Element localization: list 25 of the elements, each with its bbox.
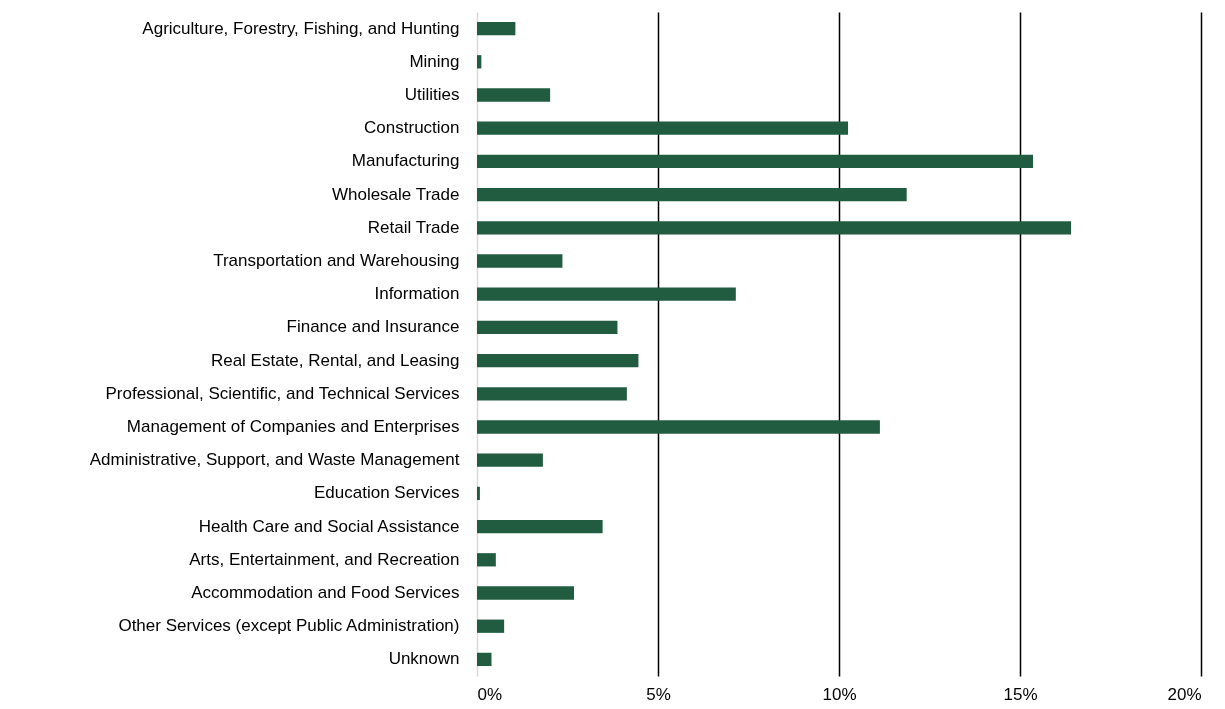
y-tick-label: Construction [364, 118, 460, 138]
y-tick-label: Education Services [313, 483, 460, 503]
y-tick-label: Unknown [388, 649, 460, 669]
x-tick-label: 0% [477, 684, 503, 704]
y-tick-label: Finance and Insurance [286, 317, 460, 337]
y-tick-label: Accommodation and Food Services [191, 583, 460, 602]
y-tick-label: Administrative, Support, and Waste Management [89, 450, 460, 470]
y-tick-label: Information [374, 284, 460, 304]
y-tick-label: Professional, Scientific, and Technical Services [105, 383, 460, 403]
y-tick-label: Wholesale Trade [331, 184, 460, 204]
y-tick-label: Arts, Entertainment, and Recreation [189, 549, 460, 569]
x-tick-label: 10% [822, 684, 857, 704]
x-tick-label: 15% [1003, 684, 1038, 704]
y-tick-label: Real Estate, Rental, and Leasing [210, 350, 460, 370]
y-tick-label: Other Services (except Public Administration) [118, 616, 460, 636]
y-tick-label: Agriculture, Forestry, Fishing, and Hunting [142, 18, 460, 38]
y-tick-label: Manufacturing [351, 151, 460, 171]
y-tick-label: Retail Trade [367, 217, 460, 237]
y-tick-label: Utilities [404, 85, 460, 104]
x-tick-label: 5% [646, 684, 671, 704]
y-tick-label: Mining [409, 51, 460, 71]
y-tick-label: Management of Companies and Enterprises [126, 417, 460, 436]
y-tick-label: Transportation and Warehousing [213, 251, 460, 270]
x-tick-label: 20% [1167, 684, 1202, 704]
y-tick-label: Health Care and Social Assistance [198, 516, 460, 536]
